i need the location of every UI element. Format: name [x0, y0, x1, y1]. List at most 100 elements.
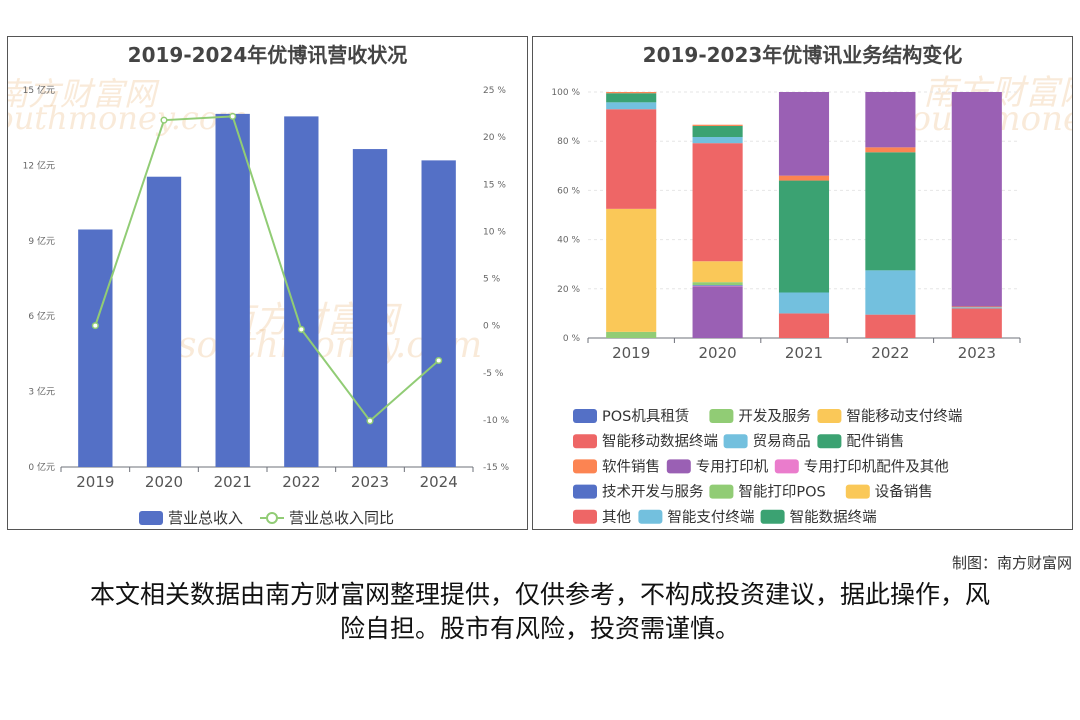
y-tick-label: 100 % [551, 88, 580, 98]
x-tick-label: 2022 [871, 344, 909, 362]
legend-label: 配件销售 [846, 433, 904, 450]
chart-credit: 制图：南方财富网 [951, 554, 1072, 572]
legend-swatch [774, 459, 799, 474]
legend-label: 智能支付终端 [667, 509, 754, 526]
segment-2022-15 [865, 147, 916, 153]
structure-chart-panel: 南方财富网 southmoney.com 2019-2023年优博讯业务结构变化… [532, 36, 1073, 530]
bar-2019 [78, 229, 113, 467]
legend-label: 智能移动支付终端 [846, 408, 962, 425]
legend-label: 技术开发与服务 [602, 484, 704, 501]
segment-2021-15 [778, 175, 830, 181]
legend-swatch [709, 484, 734, 499]
yoy-point-2019 [91, 322, 99, 330]
y2-tick-label: -15 % [483, 463, 510, 473]
y2-tick-label: 15 % [483, 180, 506, 190]
segment-2020-10 [692, 282, 743, 286]
segment-2023-16 [951, 92, 1002, 307]
segment-2020-14 [692, 125, 743, 138]
x-tick-label: 2023 [958, 344, 996, 362]
y-tick-label: 60 % [557, 186, 580, 196]
bar-2020 [146, 176, 182, 467]
bar-2023 [352, 149, 388, 467]
legend-swatch [817, 434, 842, 449]
legend-label: 其他 [602, 509, 631, 526]
x-tick-label: 2020 [699, 344, 737, 362]
y-tick-label: 40 % [557, 236, 580, 246]
legend-swatch [817, 409, 842, 423]
legend-label: 智能数据终端 [790, 509, 877, 526]
legend-label: POS机具租赁 [602, 408, 689, 425]
legend-label: 营业总收入同比 [289, 509, 394, 527]
x-tick-label: 2024 [420, 473, 458, 491]
x-tick-label: 2023 [351, 473, 389, 491]
legend-label: 营业总收入 [168, 509, 243, 527]
segment-2020-15 [692, 124, 743, 126]
segment-2021-13 [778, 292, 830, 314]
legend-label: 智能打印POS [738, 484, 825, 501]
legend-swatch [266, 512, 278, 524]
segment-2021-16 [778, 92, 830, 176]
segment-2019-6 [606, 92, 657, 94]
segment-2019-4 [606, 102, 657, 110]
x-tick-label: 2022 [282, 473, 320, 491]
segment-2022-16 [865, 92, 916, 148]
segment-2019-2 [606, 208, 657, 332]
y-tick-label: 6 亿元 [28, 310, 55, 322]
y-tick-label: 9 亿元 [28, 235, 55, 247]
segment-2022-12 [865, 314, 916, 338]
structure-chart: 0 % 20 % 40 % 60 % 80 % 100 % 2019 2020 2021 2022… [551, 88, 1021, 526]
disclaimer-text: 本文相关数据由南方财富网整理提供，仅供参考，不构成投资建议，据此操作，风险自担。… [89, 580, 990, 643]
x-tick-label: 2021 [785, 344, 823, 362]
y2-tick-label: 0 % [483, 322, 501, 332]
legend-label: 软件销售 [602, 458, 660, 475]
y-tick-label: 20 % [557, 285, 580, 295]
legend-swatch [573, 409, 597, 423]
segment-2022-14 [865, 152, 916, 271]
legend-swatch [845, 484, 870, 499]
legend-label: 设备销售 [875, 484, 933, 501]
legend-swatch [723, 434, 748, 449]
x-tick-label: 2019 [76, 473, 114, 491]
segment-2019-5 [606, 93, 657, 103]
segment-2019-1 [606, 331, 657, 338]
segment-2020-9 [692, 285, 743, 286]
legend-label: 专用打印机 [696, 458, 769, 475]
segment-2023-13 [951, 307, 1002, 309]
yoy-line [94, 115, 440, 423]
y2-tick-label: -10 % [483, 416, 510, 426]
chart-title: 2019-2023年优博讯业务结构变化 [642, 43, 963, 67]
chart-title: 2019-2024年优博讯营收状况 [127, 43, 408, 67]
y-tick-label: 80 % [557, 137, 580, 147]
legend-swatch [573, 484, 597, 499]
legend-swatch [573, 509, 597, 524]
legend-swatch [573, 459, 597, 474]
legend-swatch [638, 509, 663, 524]
legend-swatch [666, 459, 691, 474]
x-tick-label: 2021 [214, 473, 252, 491]
segment-2020-11 [692, 261, 743, 283]
yoy-point-2024 [435, 356, 443, 365]
yoy-point-2022 [297, 325, 305, 333]
yoy-point-2023 [366, 417, 374, 425]
y2-tick-label: 10 % [483, 227, 506, 237]
bar-2021 [215, 113, 250, 468]
segment-2020-12 [692, 143, 743, 262]
y2-tick-label: 20 % [483, 133, 506, 143]
legend-swatch [760, 509, 785, 524]
segment-2020-13 [692, 137, 743, 144]
x-tick-label: 2020 [145, 473, 183, 491]
y-tick-label: 0 亿元 [28, 461, 55, 473]
bar-2024 [421, 160, 456, 467]
legend-label: 贸易商品 [753, 433, 811, 450]
segment-2023-12 [951, 308, 1002, 338]
segment-2020-7 [692, 286, 743, 338]
revenue-chart-panel: 南方财富网 southmoney.com 南方财富网 southmoney.co… [7, 36, 528, 530]
segment-2019-3 [606, 109, 657, 209]
yoy-point-2020 [160, 116, 168, 124]
y-tick-label: 0 % [563, 334, 581, 344]
y2-tick-label: 25 % [483, 86, 506, 96]
legend-swatch [573, 434, 597, 449]
y-tick-label: 12 亿元 [23, 159, 55, 171]
segment-2021-12 [778, 313, 830, 338]
y2-tick-label: 5 % [483, 275, 501, 285]
